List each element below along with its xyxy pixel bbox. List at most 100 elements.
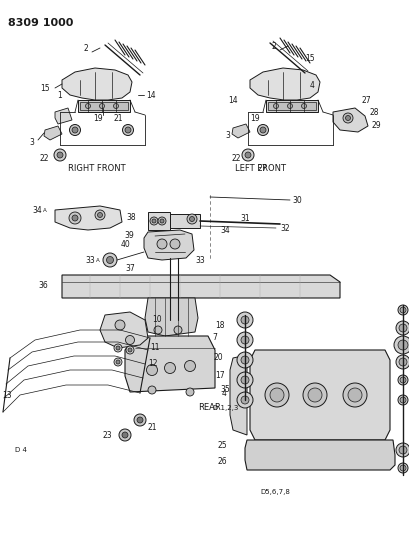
Circle shape [114,358,122,366]
Circle shape [85,103,90,109]
Circle shape [257,125,268,135]
Circle shape [397,463,407,473]
Circle shape [173,326,182,334]
Text: 39: 39 [124,230,134,239]
Polygon shape [62,68,132,100]
Text: 27: 27 [361,95,371,104]
Circle shape [170,239,180,249]
Text: RIGHT FRONT: RIGHT FRONT [68,164,125,173]
Circle shape [103,253,117,267]
Circle shape [72,127,78,133]
Text: 13: 13 [2,391,11,400]
Text: 11: 11 [150,343,159,352]
Circle shape [186,388,193,396]
Text: 20: 20 [213,353,222,362]
Circle shape [301,103,306,109]
Circle shape [273,103,278,109]
Text: 28: 28 [369,108,379,117]
Text: 1: 1 [57,91,62,100]
Text: 34: 34 [220,225,229,235]
Circle shape [240,336,248,344]
Text: 36: 36 [38,280,48,289]
Circle shape [259,127,265,133]
Circle shape [236,372,252,388]
Text: 2: 2 [83,44,88,52]
Circle shape [99,103,104,109]
Circle shape [393,336,409,354]
Circle shape [395,443,409,457]
Text: 37: 37 [125,263,135,272]
Circle shape [137,417,143,423]
Circle shape [240,376,248,384]
Text: LEFT FRONT: LEFT FRONT [234,164,285,173]
Circle shape [116,346,120,350]
Text: 38: 38 [126,213,136,222]
Circle shape [264,383,288,407]
Text: 8309 1000: 8309 1000 [8,18,73,28]
Circle shape [152,219,155,223]
Polygon shape [229,355,246,435]
Circle shape [189,216,194,222]
Circle shape [119,429,131,441]
Bar [267,102,315,110]
Circle shape [146,365,157,376]
Text: 26: 26 [217,457,227,466]
Circle shape [241,149,254,161]
Bar [148,212,170,230]
Text: 3: 3 [225,131,229,140]
Circle shape [115,320,125,330]
Text: A: A [43,207,47,213]
Circle shape [397,395,407,405]
Text: 33: 33 [195,255,204,264]
Polygon shape [231,124,249,138]
Text: 30: 30 [291,196,301,205]
Text: D 4: D 4 [15,447,27,453]
Text: D5,6,7,8: D5,6,7,8 [259,489,289,495]
Circle shape [236,352,252,368]
Polygon shape [332,108,367,132]
Circle shape [116,360,120,364]
Circle shape [395,355,409,369]
Circle shape [157,217,166,225]
Circle shape [187,214,196,224]
Circle shape [150,217,157,225]
Text: 4: 4 [222,390,227,399]
Circle shape [398,358,406,366]
Text: D 1,2,3: D 1,2,3 [213,405,238,411]
Circle shape [134,414,146,426]
Circle shape [125,335,134,344]
Circle shape [245,152,250,158]
Text: 32: 32 [279,223,289,232]
Circle shape [270,388,283,402]
Polygon shape [245,440,394,470]
Text: 33: 33 [85,255,95,264]
Text: 31: 31 [239,214,249,222]
Text: 17: 17 [215,370,225,379]
Text: 19: 19 [249,114,259,123]
Circle shape [345,116,350,120]
Circle shape [126,346,134,354]
Circle shape [397,305,407,315]
Text: 4: 4 [309,80,314,90]
Text: 22: 22 [231,154,241,163]
Circle shape [236,392,252,408]
Text: 19: 19 [93,114,103,123]
Polygon shape [249,350,389,440]
Circle shape [342,113,352,123]
Circle shape [106,256,113,263]
Text: 34: 34 [32,206,42,214]
Text: 10: 10 [152,316,161,325]
Circle shape [399,397,405,403]
Polygon shape [62,275,339,298]
Text: 40: 40 [120,239,130,248]
Circle shape [122,125,133,135]
Circle shape [95,210,105,220]
Circle shape [287,103,292,109]
Circle shape [114,344,122,352]
Text: A: A [96,257,99,262]
Circle shape [240,396,248,404]
Circle shape [122,432,128,438]
Circle shape [154,326,162,334]
Text: 21: 21 [113,114,122,123]
Circle shape [302,383,326,407]
